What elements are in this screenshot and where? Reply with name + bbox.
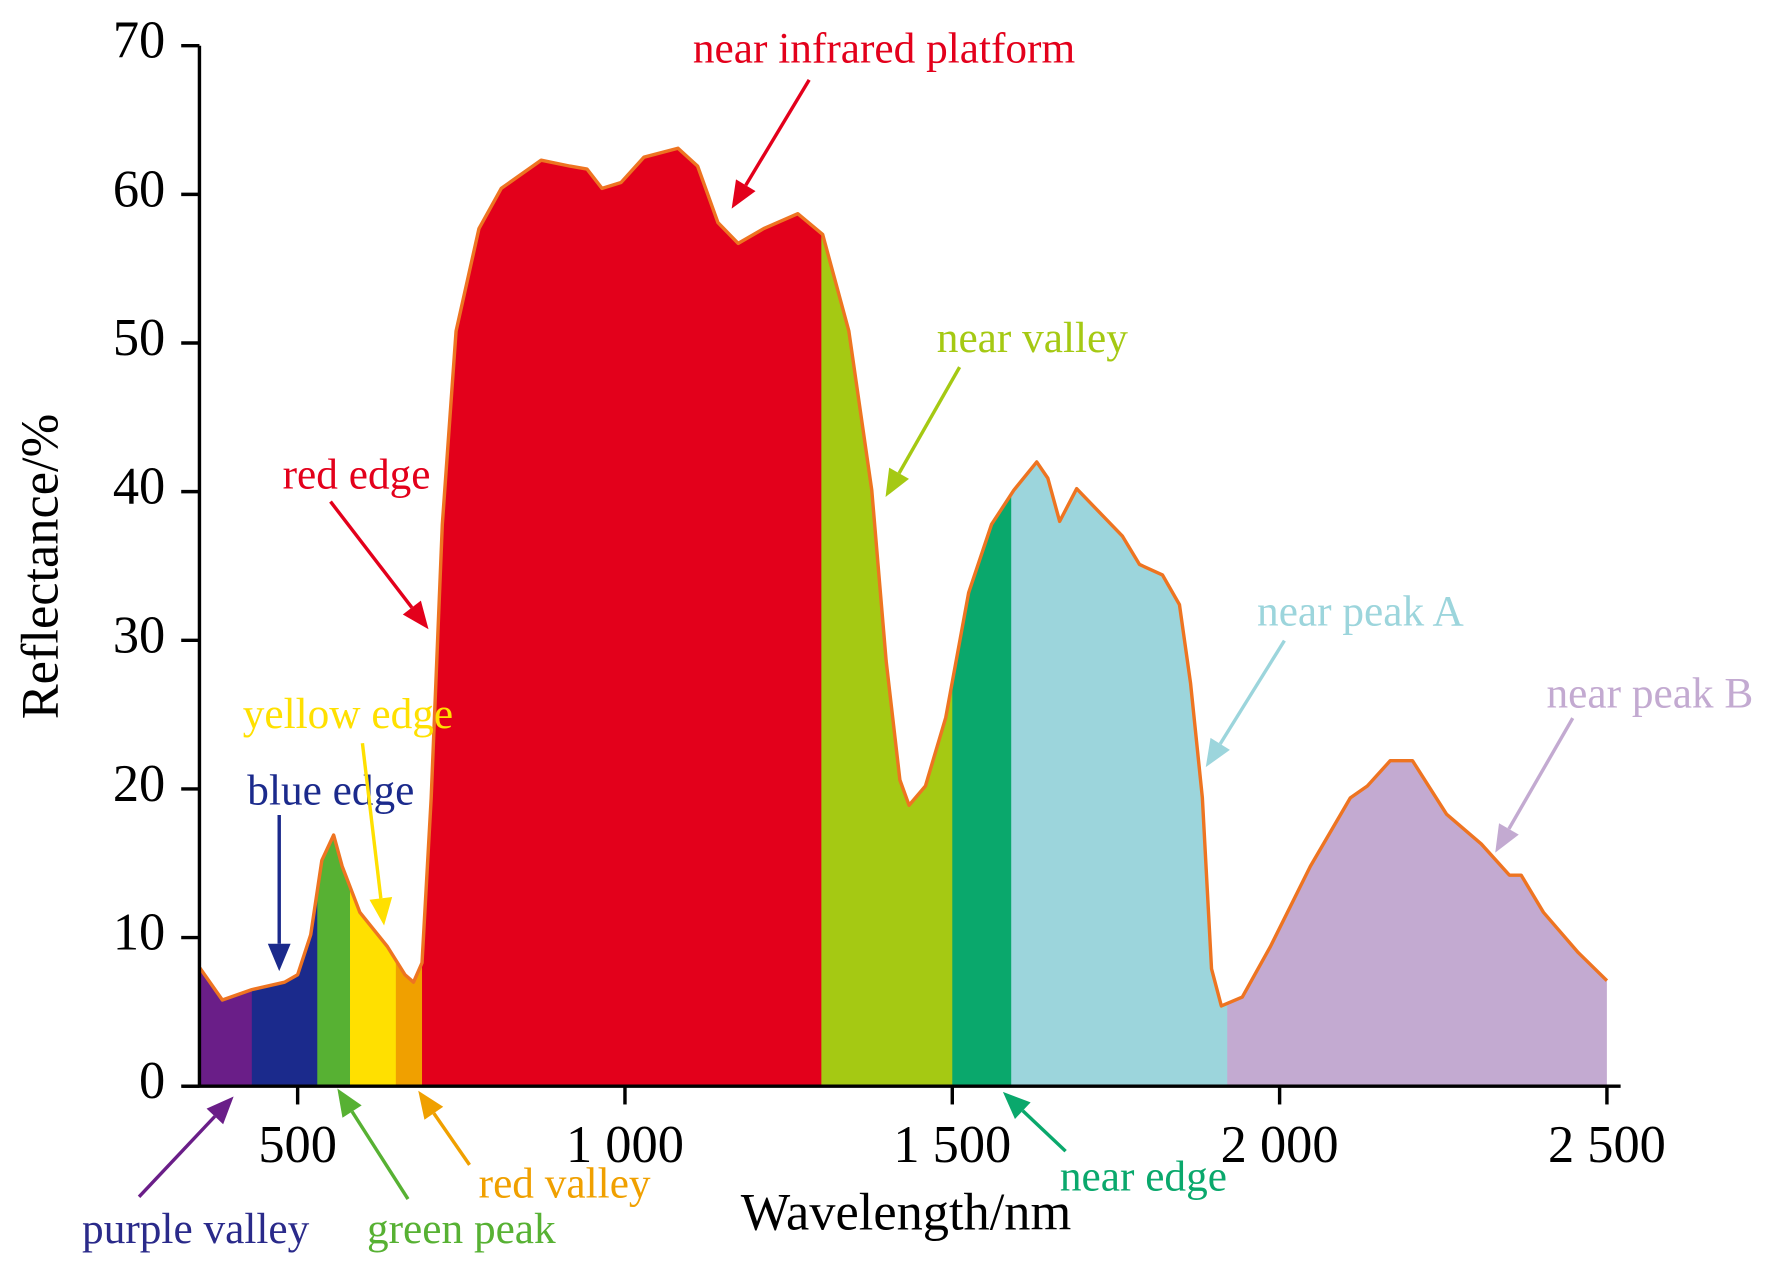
arrow-head: [369, 897, 393, 926]
annotation-label: yellow edge: [243, 690, 453, 738]
annotation-arrow: [1507, 717, 1575, 830]
annotation-arrow: [1021, 1109, 1067, 1153]
arrow-head: [1205, 737, 1230, 768]
region: [1011, 148, 1228, 1087]
annotation-label: red edge: [283, 451, 431, 499]
annotation-label: near valley: [937, 314, 1128, 362]
y-tick-label: 10: [113, 904, 165, 962]
region: [317, 148, 351, 1087]
y-tick-label: 0: [139, 1052, 165, 1110]
arrow-head: [206, 1096, 234, 1125]
annotation-arrow: [329, 500, 414, 609]
arrow-head: [1495, 823, 1519, 853]
annotation-arrow: [1218, 639, 1286, 745]
region: [821, 148, 953, 1087]
region: [1227, 148, 1607, 1087]
annotation-arrow: [897, 366, 962, 475]
arrow-head: [267, 943, 291, 972]
region: [395, 148, 423, 1087]
regions: [199, 148, 1607, 1087]
y-tick-label: 70: [113, 12, 165, 70]
x-tick-label: 1 000: [566, 1116, 684, 1174]
arrow-head: [1002, 1091, 1031, 1119]
annotation-arrow: [137, 1115, 217, 1198]
x-tick-label: 1 500: [893, 1116, 1011, 1174]
annotation-label: near peak A: [1257, 587, 1464, 635]
x-tick-label: 500: [258, 1116, 337, 1174]
region: [422, 148, 823, 1087]
arrow-head: [337, 1088, 362, 1118]
annotation-arrow: [432, 1112, 471, 1166]
y-tick-label: 30: [113, 606, 165, 664]
y-tick-label: 60: [113, 160, 165, 218]
annotation-label: near peak B: [1547, 670, 1754, 718]
arrow-head: [731, 179, 756, 209]
annotation-label: near edge: [1060, 1153, 1227, 1201]
y-tick-label: 40: [113, 458, 165, 516]
y-tick-label: 50: [113, 309, 165, 367]
region: [251, 148, 318, 1087]
annotation-arrow: [744, 79, 811, 187]
annotation-arrow: [360, 742, 383, 899]
annotation-label: blue edge: [247, 766, 414, 814]
annotation-label: red valley: [479, 1160, 651, 1208]
spectrum-line: [198, 146, 1609, 1008]
arrow-head: [402, 600, 429, 630]
annotation-label: purple valley: [82, 1205, 310, 1253]
x-tick-label: 2 500: [1548, 1116, 1666, 1174]
annotation-arrow: [350, 1110, 410, 1200]
y-tick-label: 20: [113, 755, 165, 813]
x-axis-title: Wavelength/nm: [741, 1183, 1072, 1241]
y-axis-title: Reflectance/%: [12, 414, 70, 720]
x-tick-label: 2 000: [1221, 1116, 1339, 1174]
annotation-label: green peak: [367, 1205, 556, 1253]
arrow-head: [885, 467, 909, 498]
annotation-label: near infrared platform: [693, 24, 1075, 72]
arrow-head: [418, 1090, 444, 1120]
region: [199, 148, 253, 1087]
